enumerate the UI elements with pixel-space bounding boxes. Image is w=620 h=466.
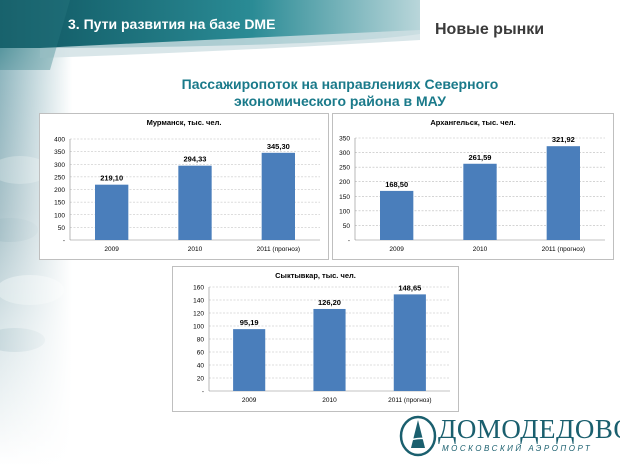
section-title: 3. Пути развития на базе DME <box>68 16 276 32</box>
chart-syktyvkar-svg: Сыктывкар, тыс. чел. - 20 40 60 80 100 120 140 16… <box>193 271 450 404</box>
data-label: 148,65 <box>398 283 421 292</box>
chart-syktyvkar: Сыктывкар, тыс. чел. - 20 40 60 80 100 120 140 16… <box>172 266 459 412</box>
chart-title: Сыктывкар, тыс. чел. <box>275 271 356 280</box>
chart-murmansk: Мурманск, тыс. чел. - 50 100 150 200 250 300 350… <box>39 113 329 260</box>
x-tick-label: 2011 (прогноз) <box>542 246 585 253</box>
data-label: 126,20 <box>318 298 341 307</box>
y-tick-label: 300 <box>54 162 65 169</box>
data-label: 261,59 <box>469 153 492 162</box>
y-tick-label: - <box>348 238 350 245</box>
data-label: 321,92 <box>552 135 575 144</box>
header-band <box>0 0 420 70</box>
logo-subtitle: МОСКОВСКИЙ АЭРОПОРТ <box>442 444 593 453</box>
y-tick-label: 200 <box>54 187 65 194</box>
slide-title: Новые рынки <box>435 21 545 38</box>
data-label: 345,30 <box>267 142 290 151</box>
x-tick-label: 2011 (прогноз) <box>388 397 431 404</box>
y-tick-label: 50 <box>58 225 66 232</box>
data-label: 219,10 <box>100 174 123 183</box>
y-tick-label: 40 <box>197 363 205 370</box>
domodedovo-logo: ДОМОДЕДОВО МОСКОВСКИЙ АЭРОПОРТ <box>398 410 620 462</box>
bar <box>546 146 580 240</box>
y-tick-label: 100 <box>54 212 65 219</box>
bar <box>393 294 426 391</box>
y-tick-label: 160 <box>193 285 204 292</box>
bar <box>380 190 414 240</box>
x-tick-label: 2010 <box>188 246 203 253</box>
bar <box>233 329 266 391</box>
chart-murmansk-svg: Мурманск, тыс. чел. - 50 100 150 200 250 300 350… <box>54 118 320 253</box>
data-label: 95,19 <box>240 318 259 327</box>
y-tick-label: 250 <box>54 174 65 181</box>
y-tick-label: 250 <box>339 165 350 172</box>
bar <box>313 308 346 391</box>
y-tick-label: - <box>63 238 65 245</box>
y-tick-label: - <box>202 389 204 396</box>
y-tick-label: 120 <box>193 311 204 318</box>
chart-title: Архангельск, тыс. чел. <box>430 118 515 127</box>
data-label: 168,50 <box>385 180 408 189</box>
x-tick-label: 2009 <box>104 246 119 253</box>
logo-name: ДОМОДЕДОВО <box>438 414 620 444</box>
y-tick-label: 200 <box>339 179 350 186</box>
main-title: Пассажиропоток на направлениях Северного… <box>140 76 540 110</box>
y-tick-label: 60 <box>197 350 205 357</box>
y-tick-label: 100 <box>193 324 204 331</box>
y-tick-label: 100 <box>339 208 350 215</box>
x-tick-label: 2009 <box>242 397 257 404</box>
chart-arkhangelsk-svg: Архангельск, тыс. чел. - 50 100 150 200 250 300… <box>339 118 605 253</box>
x-tick-label: 2011 (прогноз) <box>257 246 300 253</box>
main-title-line-1: Пассажиропоток на направлениях Северного <box>181 76 499 92</box>
y-tick-label: 300 <box>339 150 350 157</box>
chart-title: Мурманск, тыс. чел. <box>147 118 222 127</box>
y-tick-label: 20 <box>197 376 205 383</box>
data-label: 294,33 <box>184 155 207 164</box>
bar <box>261 152 295 240</box>
bar <box>178 165 212 240</box>
main-title-line-2: экономического района в МАУ <box>234 93 446 109</box>
x-tick-label: 2010 <box>322 397 337 404</box>
y-tick-label: 80 <box>197 337 205 344</box>
chart-arkhangelsk: Архангельск, тыс. чел. - 50 100 150 200 250 300… <box>332 113 614 260</box>
y-tick-label: 400 <box>54 137 65 144</box>
x-tick-label: 2009 <box>389 246 404 253</box>
bar <box>463 163 497 240</box>
logo-emblem-icon <box>399 415 437 457</box>
y-tick-label: 150 <box>339 194 350 201</box>
bar <box>95 184 129 240</box>
y-tick-label: 50 <box>343 223 351 230</box>
y-tick-label: 350 <box>54 149 65 156</box>
y-tick-label: 350 <box>339 136 350 143</box>
x-tick-label: 2010 <box>473 246 488 253</box>
y-tick-label: 140 <box>193 298 204 305</box>
y-tick-label: 150 <box>54 200 65 207</box>
